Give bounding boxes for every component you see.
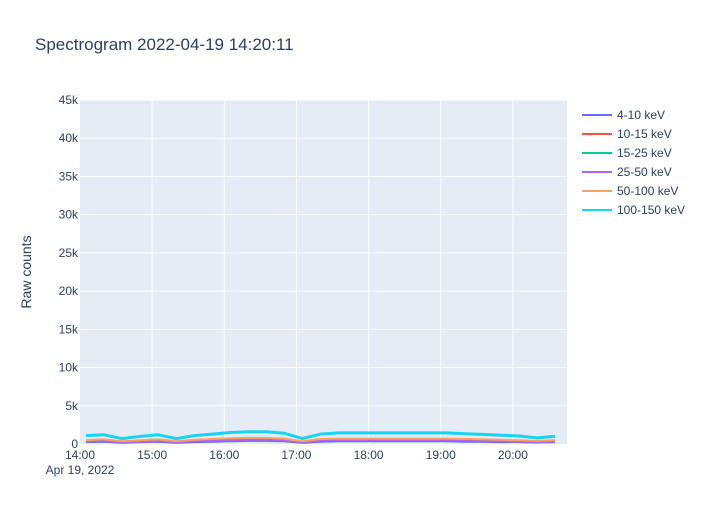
x-tick-label: 20:00 bbox=[498, 448, 528, 462]
legend-label: 15-25 keV bbox=[617, 146, 672, 160]
x-tick-label: 17:00 bbox=[281, 448, 311, 462]
plot-area[interactable] bbox=[80, 100, 567, 444]
legend-item[interactable]: 10-15 keV bbox=[582, 127, 672, 141]
y-tick-label: 35k bbox=[59, 169, 79, 183]
y-tick-label: 10k bbox=[59, 361, 79, 375]
x-tick-label: 19:00 bbox=[426, 448, 456, 462]
legend-item[interactable]: 100-150 keV bbox=[582, 203, 685, 217]
y-tick-label: 5k bbox=[65, 399, 79, 413]
y-tick-label: 40k bbox=[59, 131, 79, 145]
legend-item[interactable]: 25-50 keV bbox=[582, 165, 672, 179]
legend-label: 4-10 keV bbox=[617, 108, 665, 122]
y-tick-label: 25k bbox=[59, 246, 79, 260]
legend-item[interactable]: 50-100 keV bbox=[582, 184, 678, 198]
x-tick-label: 14:00 bbox=[65, 448, 95, 462]
legend: 4-10 keV 10-15 keV 15-25 keV 25-50 keV 50-10… bbox=[582, 108, 685, 217]
series-line[interactable] bbox=[85, 438, 556, 444]
y-tick-label: 30k bbox=[59, 208, 79, 222]
legend-label: 25-50 keV bbox=[617, 165, 672, 179]
grid-layer bbox=[80, 99, 567, 444]
x-tick-date-label: Apr 19, 2022 bbox=[46, 463, 115, 477]
legend-item[interactable]: 15-25 keV bbox=[582, 146, 672, 160]
chart-title: Spectrogram 2022-04-19 14:20:11 bbox=[35, 35, 294, 54]
legend-label: 10-15 keV bbox=[617, 127, 672, 141]
legend-item[interactable]: 4-10 keV bbox=[582, 108, 665, 122]
y-tick-label: 0 bbox=[71, 437, 78, 451]
y-axis-title: Raw counts bbox=[18, 235, 34, 308]
y-tick-label: 20k bbox=[59, 284, 79, 298]
series-layer bbox=[85, 430, 556, 444]
axis-layer: 0 5k 10k 15k 20k 25k 30k 35k 40k 45k 14:00 15:00 16:… bbox=[46, 93, 529, 477]
y-tick-label: 45k bbox=[59, 93, 79, 107]
series-line[interactable] bbox=[85, 436, 556, 443]
x-tick-label: 16:00 bbox=[209, 448, 239, 462]
legend-label: 100-150 keV bbox=[617, 203, 685, 217]
legend-label: 50-100 keV bbox=[617, 184, 678, 198]
series-line[interactable] bbox=[85, 430, 556, 441]
y-tick-label: 15k bbox=[59, 322, 79, 336]
x-tick-label: 18:00 bbox=[354, 448, 384, 462]
x-tick-label: 15:00 bbox=[137, 448, 167, 462]
